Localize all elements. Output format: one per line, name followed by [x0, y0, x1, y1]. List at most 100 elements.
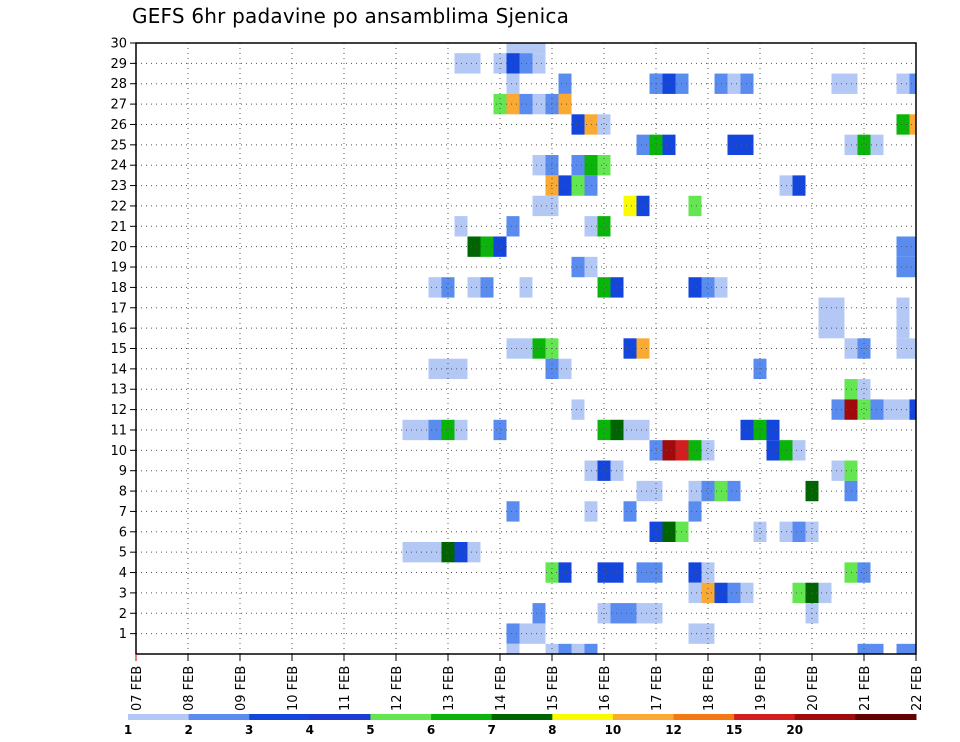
data-cell — [662, 73, 676, 94]
data-cell — [870, 643, 884, 654]
data-cell — [688, 623, 702, 644]
data-cell — [428, 419, 442, 441]
data-cell — [792, 440, 806, 461]
data-cell — [818, 582, 832, 604]
data-cell — [467, 277, 481, 298]
legend-swatch — [370, 714, 432, 720]
data-cell — [662, 440, 676, 461]
data-cell — [532, 53, 546, 74]
y-tick-label: 19 — [110, 261, 127, 276]
y-tick-label: 13 — [110, 383, 127, 398]
data-cell — [597, 155, 611, 176]
data-cell — [558, 175, 572, 196]
data-cell — [467, 541, 481, 563]
legend-swatch — [249, 714, 311, 720]
y-tick-label: 17 — [110, 301, 127, 316]
data-cell — [818, 297, 832, 318]
data-cell — [571, 114, 585, 135]
x-tick-label: 16 FEB — [598, 666, 613, 711]
y-tick-label: 6 — [119, 525, 127, 540]
data-cell — [532, 93, 546, 115]
data-cell — [909, 399, 916, 420]
legend-label: 4 — [306, 723, 314, 737]
data-cell — [623, 338, 637, 359]
data-cell — [909, 236, 916, 257]
data-cell — [597, 216, 611, 237]
legend-label: 8 — [548, 723, 556, 737]
data-cell — [688, 562, 702, 583]
y-tick-label: 20 — [110, 240, 127, 255]
data-cell — [597, 460, 611, 481]
data-cell — [909, 643, 916, 654]
legend-label: 2 — [184, 723, 192, 737]
data-cell — [441, 419, 455, 441]
data-cell — [597, 562, 611, 583]
data-cell — [571, 175, 585, 196]
y-tick-label: 3 — [119, 586, 127, 601]
data-cell — [493, 93, 507, 115]
data-cell — [506, 73, 520, 94]
data-cell — [857, 562, 871, 583]
data-cell — [506, 338, 520, 359]
data-cell — [402, 541, 416, 563]
data-cell — [636, 134, 650, 156]
y-tick-label: 26 — [110, 118, 127, 133]
y-tick-label: 2 — [119, 607, 127, 622]
legend-label: 3 — [245, 723, 253, 737]
data-cell — [688, 582, 702, 604]
data-cell — [857, 399, 871, 420]
x-tick-label: 07 FEB — [130, 666, 145, 711]
data-cell — [441, 541, 455, 563]
legend-swatch — [855, 714, 917, 720]
data-cell — [727, 73, 741, 94]
legend-swatch — [794, 714, 856, 720]
x-tick-label: 09 FEB — [234, 666, 249, 711]
x-tick-label: 13 FEB — [442, 666, 457, 711]
data-cell — [558, 358, 572, 380]
data-cell — [623, 501, 637, 522]
data-cell — [558, 562, 572, 583]
data-cell — [753, 419, 767, 441]
data-cell — [792, 175, 806, 196]
data-cell — [727, 134, 741, 156]
y-tick-label: 21 — [110, 220, 127, 235]
x-tick-label: 18 FEB — [702, 666, 717, 711]
data-cell — [428, 277, 442, 298]
data-cell — [896, 317, 910, 339]
data-cell — [896, 399, 910, 420]
y-tick-label: 9 — [119, 464, 127, 479]
data-cell — [909, 338, 916, 359]
data-cell — [506, 623, 520, 644]
legend-swatch — [188, 714, 250, 720]
data-cell — [506, 216, 520, 237]
data-cell — [623, 195, 637, 217]
y-tick-label: 29 — [110, 57, 127, 72]
legend-swatch — [128, 714, 190, 720]
legend-label: 5 — [366, 723, 374, 737]
legend-label: 10 — [605, 723, 622, 737]
y-tick-label: 25 — [110, 138, 127, 153]
legend-swatch — [309, 714, 371, 720]
data-cell — [701, 440, 715, 461]
x-tick-label: 08 FEB — [182, 666, 197, 711]
x-tick-label: 12 FEB — [390, 666, 405, 711]
data-cell — [597, 277, 611, 298]
data-cell — [688, 195, 702, 217]
x-tick-label: 21 FEB — [858, 666, 873, 711]
data-cell — [831, 73, 845, 94]
legend-swatch — [673, 714, 735, 720]
y-tick-label: 24 — [110, 159, 127, 174]
data-cell — [428, 358, 442, 380]
data-cell — [831, 297, 845, 318]
data-cell — [662, 134, 676, 156]
data-cell — [766, 440, 780, 461]
data-cell — [701, 277, 715, 298]
data-cell — [636, 480, 650, 502]
data-cell — [571, 399, 585, 420]
data-cell — [766, 419, 780, 441]
y-tick-label: 5 — [119, 546, 127, 561]
data-cell — [532, 155, 546, 176]
data-cell — [571, 643, 585, 654]
data-cell — [597, 419, 611, 441]
